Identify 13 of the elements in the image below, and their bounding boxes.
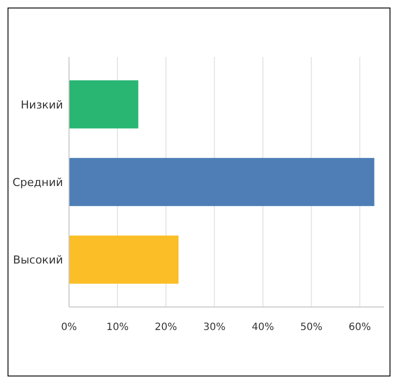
x-tick-label: 40% xyxy=(252,322,274,333)
y-tick-label: Высокий xyxy=(13,254,63,267)
x-tick-label: 50% xyxy=(300,322,322,333)
x-tick-label: 0% xyxy=(61,322,77,333)
y-tick-label: Низкий xyxy=(20,98,63,112)
x-tick-label: 60% xyxy=(348,322,371,333)
bar xyxy=(69,236,179,284)
x-tick-label: 30% xyxy=(203,322,226,333)
bar xyxy=(69,158,374,206)
bar xyxy=(69,80,138,128)
x-tick-label: 20% xyxy=(154,322,178,333)
y-tick-label: Средний xyxy=(12,176,63,189)
x-tick-label: 10% xyxy=(106,322,129,333)
